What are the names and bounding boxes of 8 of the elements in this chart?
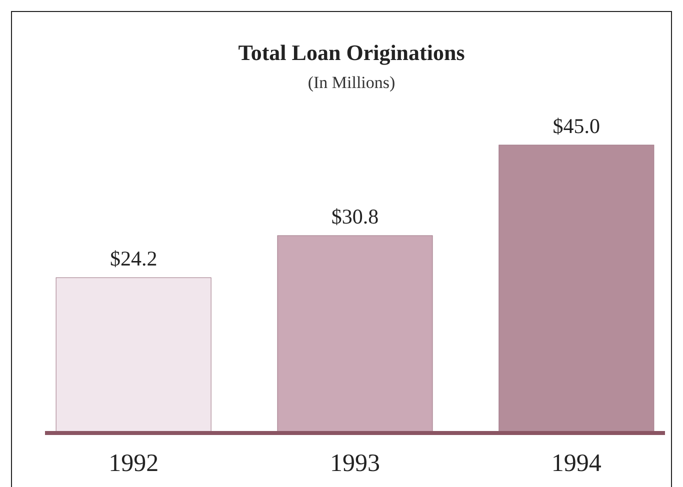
data-label: $30.8 bbox=[331, 204, 379, 229]
chart-title: Total Loan Originations bbox=[238, 40, 466, 65]
data-label: $24.2 bbox=[110, 246, 158, 271]
x-tick-label: 1992 bbox=[108, 450, 159, 477]
data-label: $45.0 bbox=[552, 114, 600, 138]
chart-subtitle: (In Millions) bbox=[308, 73, 396, 92]
x-tick-label: 1994 bbox=[551, 450, 602, 477]
x-tick-label: 1993 bbox=[330, 450, 380, 477]
